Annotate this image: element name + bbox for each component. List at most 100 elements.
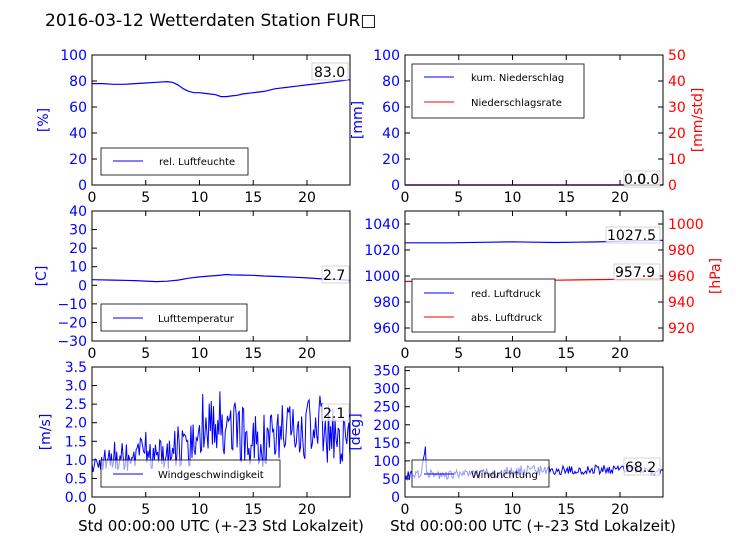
temperature-value-label: 2.7 <box>321 265 350 284</box>
wind-direction-xtick-label: 5 <box>454 502 463 518</box>
wind-speed-ytick-label: 0.5 <box>65 471 87 487</box>
precipitation-ytick-right-label: 10 <box>668 152 686 168</box>
pressure-ytick-right-label: 980 <box>668 243 695 259</box>
precipitation-ytick-right-label: 30 <box>668 100 686 116</box>
humidity-ytick-label: 60 <box>69 100 87 116</box>
temperature-ytick-label: 30 <box>69 223 87 239</box>
wind-speed-legend-box <box>100 459 281 488</box>
humidity-xtick-label: 5 <box>141 190 150 206</box>
precipitation-ytick-right-label: 50 <box>668 48 686 64</box>
wind-speed-value-label: 2.1 <box>321 403 350 422</box>
pressure-xtick-label: 0 <box>401 346 410 362</box>
temperature-ylabel: [C] <box>34 266 50 287</box>
temperature-ytick-label: −10 <box>57 297 87 313</box>
pressure-ytick-right-label: 940 <box>668 295 695 311</box>
wind-direction-value-box <box>623 457 661 476</box>
precipitation-value-labels: 0.0 0.0 <box>623 170 661 188</box>
temperature-ytick-label: 40 <box>69 204 87 220</box>
humidity-frame <box>91 54 351 186</box>
precipitation-xtick-label: 15 <box>557 190 575 206</box>
precipitation-ytick-right-label: 0 <box>668 178 677 194</box>
humidity-xtick-label: 15 <box>244 190 262 206</box>
temperature-xtick-label: 0 <box>88 346 97 362</box>
humidity-value-label: 83.0 <box>311 62 349 81</box>
temperature-ytick-label: 10 <box>69 260 87 276</box>
precipitation-value-rate: 0.0 <box>637 172 659 188</box>
humidity-series-line <box>92 79 351 98</box>
wind-direction-legend-label: Windrichtung <box>471 470 538 481</box>
wind-direction-xtick-label: 0 <box>401 502 410 518</box>
precipitation-value-cum: 0.0 <box>624 172 646 188</box>
temperature-ytick-label: 20 <box>69 241 87 257</box>
precipitation-legend-box <box>411 63 585 119</box>
temperature-series-line <box>91 273 351 283</box>
wind-direction-ylabel: [deg] <box>348 413 364 450</box>
precipitation-xtick-label: 10 <box>504 190 522 206</box>
pressure-ytick-label: 1040 <box>364 217 400 233</box>
pressure-legend-box <box>411 278 556 333</box>
pressure-value-box-abs <box>613 263 661 281</box>
temperature-xtick-label: 20 <box>298 346 316 362</box>
temperature-legend: Lufttemperatur <box>100 303 248 332</box>
pressure-plot: 0 5 10 15 20 960 980 1000 1020 1040 920 940 960 980 10… <box>364 211 704 362</box>
wind-direction-xtick-label: 15 <box>557 502 575 518</box>
panel-humidity: 0 5 10 15 20 0 20 40 60 80 100 [%] rel. Luftfeucht… <box>36 48 351 206</box>
pressure-ytick-right-label: 920 <box>668 321 695 337</box>
panel-precipitation: 0 5 10 15 20 0 20 40 60 80 100 0 10 20 30 40 50 [mm] [mm… <box>350 48 706 206</box>
wind-direction-value-label: 68.2 <box>623 457 661 476</box>
temperature-ytick-label: 0 <box>78 278 87 294</box>
wind-speed-xtick-label: 5 <box>141 502 150 518</box>
precipitation-xtick-label: 5 <box>454 190 463 206</box>
precipitation-ytick-right-label: 20 <box>668 126 686 142</box>
wind-speed-ytick-label: 1.0 <box>65 453 87 469</box>
precipitation-value-box <box>623 170 661 188</box>
wind-direction-legend: Windrichtung <box>411 459 550 488</box>
pressure-ytick-right-label: 1000 <box>668 217 704 233</box>
humidity-ytick-label: 100 <box>60 48 87 64</box>
pressure-frame <box>404 210 664 342</box>
wind-speed-xtick-label: 0 <box>88 502 97 518</box>
precipitation-ytick-label: 0 <box>391 178 400 194</box>
wind-speed-ytick-label: 2.0 <box>65 416 87 432</box>
wind-speed-ytick-label: 3.0 <box>65 379 87 395</box>
temperature-xtick-label: 15 <box>244 346 262 362</box>
humidity-xtick-label: 20 <box>298 190 316 206</box>
wind-speed-xtick-label: 15 <box>244 502 262 518</box>
wind-direction-ytick-label: 200 <box>373 418 400 434</box>
precipitation-ytick-label: 100 <box>373 48 400 64</box>
wind-direction-xtick-label: 10 <box>504 502 522 518</box>
wind-speed-ylabel: [m/s] <box>38 414 54 451</box>
pressure-value-abs: 957.9 <box>615 265 655 281</box>
temperature-xtick-label: 5 <box>141 346 150 362</box>
pressure-ytick-right-label: 960 <box>668 269 695 285</box>
humidity-xtick-label: 10 <box>191 190 209 206</box>
pressure-xtick-label: 10 <box>504 346 522 362</box>
wind-direction-ytick-label: 150 <box>373 436 400 452</box>
precipitation-ytick-label: 40 <box>382 126 400 142</box>
precipitation-frame <box>404 54 664 186</box>
humidity-legend: rel. Luftfeuchte <box>100 147 249 176</box>
humidity-legend-label: rel. Luftfeuchte <box>159 157 235 168</box>
precipitation-xtick-label: 0 <box>401 190 410 206</box>
humidity-ytick-label: 40 <box>69 126 87 142</box>
x-axis-label-left: Std 00:00:00 UTC (+-23 Std Lokalzeit) <box>78 517 364 535</box>
wind-direction-xtick-label: 20 <box>611 502 629 518</box>
humidity-ytick-label: 80 <box>69 74 87 90</box>
temperature-value-text: 2.7 <box>323 268 345 284</box>
wind-direction-ytick-label: 100 <box>373 454 400 470</box>
pressure-legend-label-red: red. Luftdruck <box>471 289 541 300</box>
wind-direction-frame <box>404 366 664 498</box>
humidity-value-text: 83.0 <box>314 65 345 81</box>
wind-direction-ytick-label: 250 <box>373 400 400 416</box>
pressure-legend: red. Luftdruck abs. Luftdruck <box>411 278 556 333</box>
temperature-xtick-label: 10 <box>191 346 209 362</box>
wind-speed-ytick-label: 2.5 <box>65 397 87 413</box>
pressure-ylabel-right: [hPa] <box>708 258 724 294</box>
wind-speed-ytick-label: 1.5 <box>65 434 87 450</box>
precipitation-xtick-label: 20 <box>611 190 629 206</box>
wind-direction-ytick-label: 350 <box>373 364 400 380</box>
wind-speed-xtick-label: 20 <box>298 502 316 518</box>
